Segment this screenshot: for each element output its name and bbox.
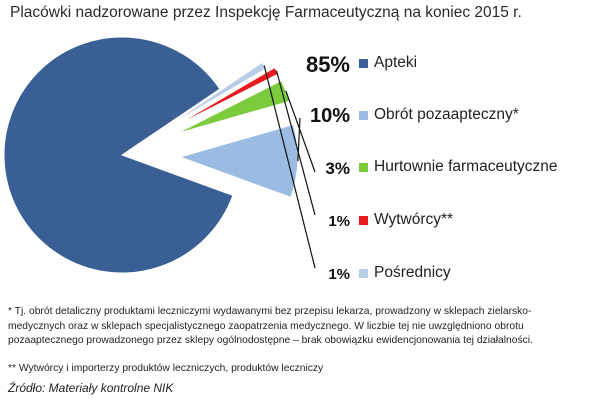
chart-title: Placówki nadzorowane przez Inspekcję Far…: [10, 4, 522, 21]
pct-label-wytworcy: 1%: [328, 212, 350, 230]
legend-label-hurtownie: Hurtownie farmaceutyczne: [374, 158, 558, 175]
legend-swatch-posrednicy: [359, 269, 368, 278]
footnote-2: ** Wytwórcy i importerzy produktów leczn…: [8, 363, 324, 374]
footnote-1: * Tj. obrót detaliczny produktami leczni…: [8, 306, 533, 346]
legend-swatch-apteki: [359, 59, 368, 68]
legend-swatch-hurtownie: [359, 163, 368, 172]
leader-line-hurtownie: [285, 90, 316, 173]
pct-label-obrot-pozaapteczny: 10%: [309, 105, 350, 127]
legend-swatch-wytworcy: [359, 216, 368, 225]
pie-chart: [3, 36, 316, 274]
legend-swatch-obrot-pozaapteczny: [359, 111, 368, 120]
leader-line-wytworcy: [275, 70, 316, 216]
pie-slice-obrot-pozaapteczny: [178, 123, 299, 199]
legend-label-apteki: Apteki: [374, 54, 418, 71]
pie-slice-apteki: [3, 36, 234, 274]
pie-slice-posrednicy: [164, 61, 267, 129]
legend-label-posrednicy: Pośrednicy: [374, 264, 451, 281]
legend-label-obrot-pozaapteczny: Obrót pozaapteczny*: [374, 106, 519, 123]
legend-label-wytworcy: Wytwórcy**: [374, 211, 454, 228]
source-note: Źródło: Materiały kontrolne NIK: [8, 381, 174, 395]
pct-label-hurtownie: 3%: [325, 158, 350, 178]
leader-line-posrednicy: [263, 65, 316, 269]
pct-label-posrednicy: 1%: [328, 265, 350, 283]
pct-label-apteki: 85%: [305, 52, 350, 77]
